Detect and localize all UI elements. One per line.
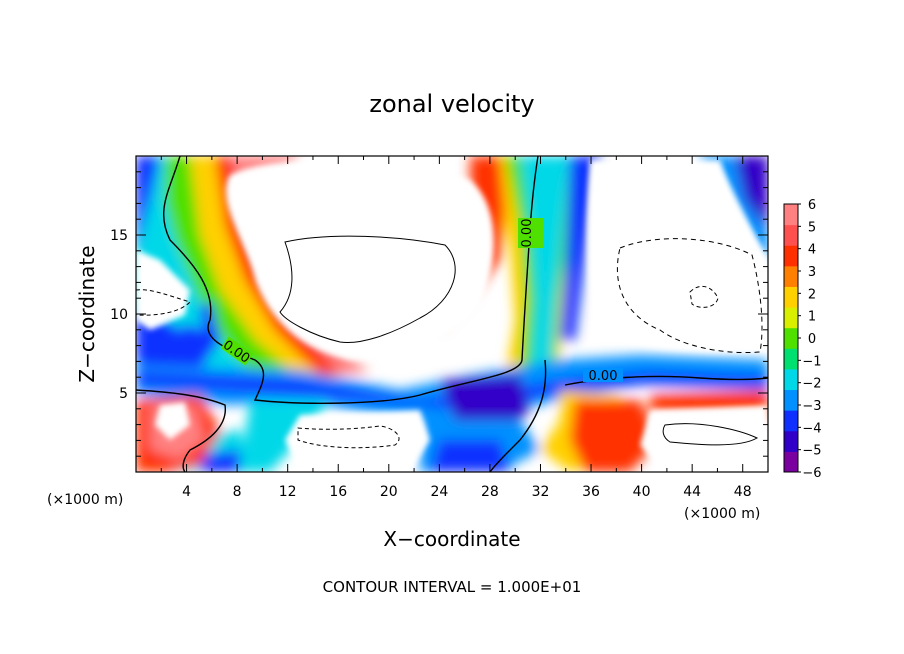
colorbar-tick-label: 1 (808, 310, 816, 325)
colorbar-swatch (784, 265, 798, 287)
x-tick-label: 32 (532, 484, 550, 500)
y-tick-label: 5 (119, 386, 128, 402)
heatmap-field (136, 156, 768, 472)
colorbar-tick-label: 3 (808, 265, 816, 280)
footer-note: CONTOUR INTERVAL = 1.000E+01 (323, 578, 582, 596)
colorbar: 6 5 4 3 2 1 0 −1 −2 −3 −4 −5 −6 (783, 198, 822, 481)
x-unit-left: (×1000 m) (47, 492, 123, 508)
x-axis-label: X−coordinate (383, 527, 520, 551)
colorbar-swatch (784, 204, 798, 226)
colorbar-swatch (784, 327, 798, 349)
x-tick-label: 48 (734, 484, 752, 500)
colorbar-swatch (784, 286, 798, 308)
colorbar-swatch (784, 224, 798, 246)
x-unit-right: (×1000 m) (684, 506, 760, 522)
x-tick-label: 4 (182, 484, 191, 500)
contour-label-right: 0.00 (589, 369, 618, 384)
x-tick-label: 24 (430, 484, 448, 500)
chart-title: zonal velocity (369, 90, 534, 118)
colorbar-tick-label: 0 (808, 332, 816, 347)
x-tick-label: 36 (582, 484, 600, 500)
colorbar-swatch (784, 389, 798, 411)
y-axis-label: Z−coordinate (75, 245, 99, 382)
contour-label-center: 0.00 (520, 219, 535, 248)
colorbar-tick-label: 6 (808, 198, 816, 213)
colorbar-tick-label: 4 (808, 243, 816, 258)
colorbar-tick-label: −4 (802, 421, 821, 436)
colorbar-tick-label: −5 (802, 444, 821, 459)
y-tick-label: 15 (110, 228, 128, 244)
colorbar-tick-label: 2 (808, 287, 816, 302)
colorbar-swatch (784, 245, 798, 267)
colorbar-tick-label: 5 (808, 220, 816, 235)
y-tick-label: 10 (110, 307, 128, 323)
x-tick-label: 40 (633, 484, 651, 500)
colorbar-tick-label: −2 (802, 377, 821, 392)
x-tick-label: 12 (279, 484, 297, 500)
colorbar-swatch (784, 368, 798, 391)
x-tick-label: 28 (481, 484, 499, 500)
colorbar-tick-label: −1 (802, 354, 821, 369)
colorbar-tick-label: −6 (802, 466, 821, 481)
colorbar-swatch (784, 451, 798, 473)
colorbar-swatch (784, 410, 798, 432)
x-tick-label: 20 (380, 484, 398, 500)
colorbar-swatch (784, 307, 798, 329)
colorbar-swatch (784, 430, 798, 452)
colorbar-tick-label: −3 (802, 399, 821, 414)
colorbar-swatch (784, 348, 798, 370)
x-tick-label: 8 (233, 484, 242, 500)
x-tick-label: 44 (683, 484, 701, 500)
x-tick-label: 16 (329, 484, 347, 500)
